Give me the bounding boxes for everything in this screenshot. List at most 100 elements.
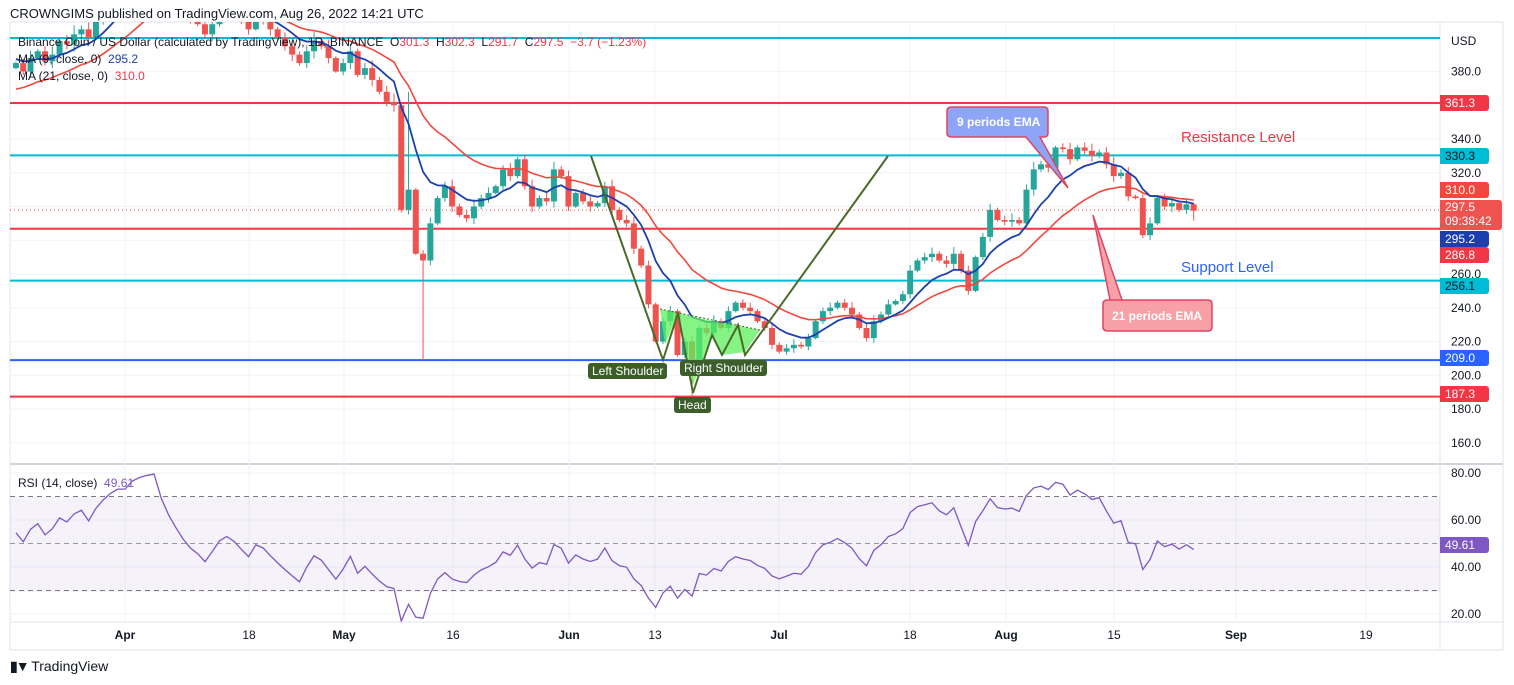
level-tag-361: 361.3 (1440, 95, 1489, 111)
low-value: 291.7 (488, 35, 519, 49)
candle (1168, 203, 1175, 207)
time-tick: 16 (446, 628, 460, 642)
candle (1139, 198, 1146, 236)
close-label: C (524, 35, 534, 49)
ma21-legend[interactable]: MA (21, close, 0) 310.0 (18, 69, 145, 83)
candle (819, 311, 826, 322)
candle (354, 51, 361, 75)
candle (783, 348, 790, 352)
candle (1132, 196, 1139, 199)
ma9-legend[interactable]: MA (9, close, 0) 295.2 (18, 52, 138, 66)
level-tag-209: 209.0 (1440, 350, 1489, 366)
candle (587, 201, 594, 207)
candle (1088, 150, 1095, 156)
candle (361, 68, 368, 75)
rsi-legend[interactable]: RSI (14, close) 49.61 (18, 476, 134, 490)
candle (812, 321, 819, 339)
candle (56, 41, 63, 55)
change-value: −3.7 (−1.23%) (570, 35, 647, 49)
price-tick: 160.0 (1451, 436, 1481, 450)
price-tick: 340.0 (1451, 132, 1481, 146)
candle (383, 91, 390, 102)
candle (594, 203, 601, 207)
price-tick: 260.0 (1451, 267, 1481, 281)
candle (798, 344, 805, 347)
candle (1081, 147, 1088, 151)
symbol-legend[interactable]: Binance Coin / US Dollar (calculated by … (18, 35, 646, 49)
head-label[interactable]: Head (674, 397, 711, 413)
candle (652, 304, 659, 342)
candle (790, 344, 797, 349)
candle (769, 328, 776, 345)
candle (281, 37, 288, 47)
candle (1125, 172, 1132, 197)
candle (565, 176, 572, 207)
candle (1183, 204, 1190, 210)
candle (827, 307, 834, 312)
candle (318, 41, 325, 47)
ema9-callout-shape[interactable] (946, 106, 1069, 189)
candle (1052, 147, 1059, 168)
bar-countdown: 09:38:42 (1445, 214, 1492, 228)
candle (289, 46, 296, 55)
candle (449, 186, 456, 207)
low-label: L (481, 35, 489, 49)
head-shoulders-pattern[interactable] (590, 155, 889, 394)
level-tag-187: 187.3 (1440, 386, 1489, 402)
candle (325, 46, 332, 58)
open-value: 301.3 (399, 35, 430, 49)
candle (1008, 220, 1015, 222)
candle (470, 206, 477, 219)
candle (303, 51, 310, 64)
candle (1067, 149, 1074, 160)
left-shoulder-label[interactable]: Left Shoulder (588, 363, 668, 379)
support-label[interactable]: Support Level (1181, 259, 1274, 276)
ma9-label: MA (9, close, 0) (18, 52, 102, 66)
ma9-value: 295.2 (108, 52, 139, 66)
time-tick: Sep (1225, 628, 1247, 642)
ema21-callout-shape[interactable] (1092, 214, 1213, 332)
chart-frame (9, 21, 1504, 651)
time-tick: Jul (770, 628, 787, 642)
candle (42, 51, 49, 62)
tradingview-brand[interactable]: ▮▼ TradingView (10, 658, 108, 675)
candle (63, 41, 70, 45)
candle (478, 198, 485, 207)
price-tick: 200.0 (1451, 368, 1481, 382)
close-value: 297.5 (533, 35, 564, 49)
price-tick: 220.0 (1451, 335, 1481, 349)
candle (347, 51, 354, 64)
candle (85, 29, 92, 38)
candle (507, 169, 514, 177)
candle (1016, 220, 1023, 224)
candle (390, 101, 397, 106)
candle (1074, 147, 1081, 160)
candle (558, 169, 565, 177)
candle (27, 58, 34, 72)
resistance-label[interactable]: Resistance Level (1181, 129, 1295, 146)
candle (856, 314, 863, 328)
candle (936, 253, 943, 261)
candle (550, 169, 557, 202)
rsi-tag: 49.61 (1440, 537, 1489, 553)
time-axis-ticks[interactable]: Apr 18 May 16 Jun 13 Jul 18 Aug 15 Sep 19 (115, 628, 1373, 642)
candle (863, 328, 870, 339)
candle (398, 105, 405, 210)
candle (405, 189, 412, 210)
candle (521, 159, 528, 187)
right-shoulder-label[interactable]: Right Shoulder (680, 360, 768, 376)
candle (456, 206, 463, 215)
last-price: 297.5 (1445, 200, 1476, 214)
candles (12, 22, 1197, 397)
candle (972, 257, 979, 291)
candle (1059, 147, 1066, 150)
ema21-line (15, 22, 1194, 321)
candle (529, 186, 536, 207)
candle (979, 236, 986, 258)
candle (369, 68, 376, 80)
candle (659, 321, 666, 342)
candle (245, 22, 252, 30)
candle (1176, 203, 1183, 210)
